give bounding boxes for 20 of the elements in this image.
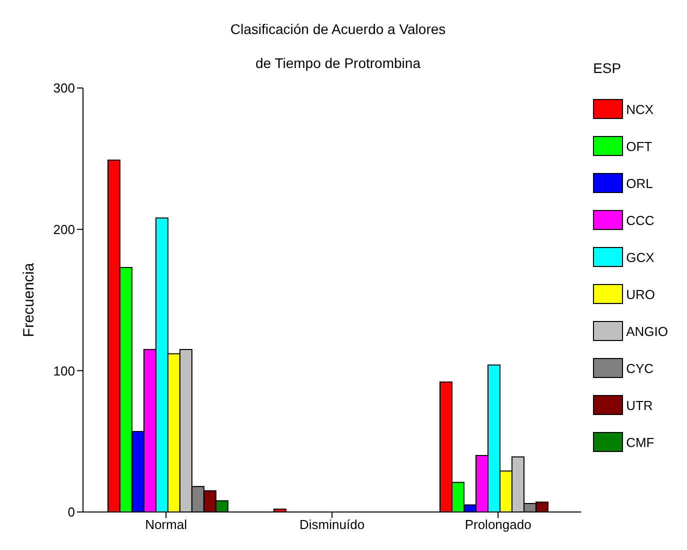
y-tick-label: 200	[53, 222, 75, 237]
legend-label: URO	[626, 286, 655, 302]
legend-label: CMF	[626, 434, 654, 450]
y-tick-label: 0	[68, 504, 75, 520]
x-tick-label: Disminuído	[300, 517, 365, 532]
y-axis-title: Frecuencia	[20, 262, 38, 338]
legend-label: ORL	[626, 176, 653, 190]
y-tick-label: 300	[53, 80, 75, 96]
legend-label: CCC	[626, 212, 654, 228]
x-tick-label: Prolongado	[464, 517, 532, 532]
legend-label: NCX	[626, 102, 654, 116]
legend-title: ESP	[593, 60, 622, 76]
y-tick-label: 100	[53, 363, 75, 378]
legend-label: UTR	[626, 398, 653, 412]
legend-label: ANGIO	[626, 324, 668, 338]
x-tick-label: Normal	[145, 517, 188, 532]
chart-title: Clasificación de Acuerdo a Valores de Tiempo de Protrombina	[230, 21, 446, 71]
legend-label: CYC	[626, 360, 654, 376]
legend-label: GCX	[626, 250, 654, 264]
legend-label: OFT	[626, 138, 652, 154]
